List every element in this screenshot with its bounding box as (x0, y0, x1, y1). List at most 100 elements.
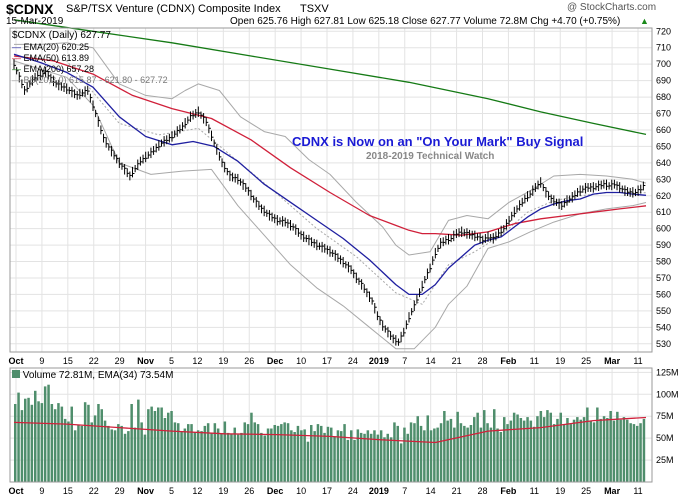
volume-bar (409, 422, 413, 482)
volume-bar (296, 425, 300, 482)
volume-bar (313, 431, 316, 482)
x-tick-label-volume: 19 (218, 486, 228, 496)
volume-tick-label: 50M (656, 433, 674, 443)
volume-bar (499, 432, 503, 482)
volume-bar (123, 433, 127, 482)
volume-bar (592, 422, 596, 482)
volume-bar (569, 424, 572, 482)
volume-bar (619, 419, 622, 482)
x-tick-label: 12 (192, 356, 202, 366)
volume-bar (323, 432, 326, 482)
volume-bar (389, 437, 393, 482)
volume-bar (330, 427, 333, 482)
x-tick-label: 10 (296, 356, 306, 366)
volume-bar (246, 424, 250, 482)
volume-bar (373, 430, 376, 482)
volume-bar (24, 398, 27, 482)
price-bars (13, 58, 646, 346)
volume-bar (226, 432, 230, 482)
axes: 530 540 550 560 570 580 590 600 610 620 630 640 650 6… (8, 26, 678, 496)
volume-bar (496, 428, 499, 482)
volume-bar (403, 427, 406, 482)
legend-bb: ― BB(20,2.0) 615.87 - 621.80 - 627.72 (12, 75, 168, 85)
volume-bar (466, 427, 469, 482)
price-tick-label: 700 (656, 59, 671, 69)
price-tick-label: 580 (656, 257, 671, 267)
volume-bar (283, 422, 286, 482)
volume-bar (350, 430, 353, 482)
volume-bar (150, 406, 153, 482)
volume-bar (586, 407, 589, 482)
volume-bar (406, 433, 409, 482)
volume-bar (250, 412, 253, 482)
volume-bar (43, 386, 47, 482)
volume-bar (512, 412, 516, 482)
ema-lines (13, 19, 647, 296)
volume-bar (589, 420, 592, 482)
volume-bar (626, 419, 629, 482)
x-tick-label-volume: Mar (604, 486, 621, 496)
x-tick-label: 7 (402, 356, 407, 366)
volume-bar (539, 411, 543, 482)
x-tick-label: 21 (452, 356, 462, 366)
price-tick-label: 550 (656, 306, 671, 316)
x-tick-label: 11 (530, 356, 539, 366)
volume-bar (616, 411, 619, 482)
volume-bar (80, 425, 83, 482)
volume-bar (556, 418, 559, 482)
volume-bar (147, 409, 150, 482)
volume-bar (97, 404, 100, 482)
volume-bar (117, 424, 120, 482)
volume-bar (632, 424, 636, 482)
volume-bar (359, 432, 363, 482)
volume-bar (90, 422, 93, 482)
volume-bar (230, 433, 233, 482)
volume-bar (639, 423, 642, 482)
volume-bar (369, 433, 373, 482)
price-tick-label: 660 (656, 125, 671, 135)
volume-bar (177, 423, 180, 482)
price-tick-label: 670 (656, 109, 671, 119)
volume-bar (446, 420, 449, 482)
volume-bar (290, 430, 293, 482)
volume-bar (596, 407, 599, 482)
x-tick-label: 24 (348, 356, 358, 366)
volume-bar (216, 428, 220, 482)
volume-bar (333, 436, 336, 482)
volume-bar (183, 428, 187, 482)
volume-bar (562, 425, 566, 482)
volume-bar (263, 435, 266, 482)
volume-bar (426, 415, 429, 482)
volume-bar (93, 415, 97, 482)
x-tick-label-volume: 17 (322, 486, 332, 496)
volume-bar (266, 428, 270, 482)
volume-bar (413, 423, 416, 482)
volume-bar (546, 410, 549, 482)
volume-tick-label: 75M (656, 411, 674, 421)
volume-bar (609, 411, 612, 482)
volume-bar (196, 430, 200, 482)
x-tick-label-volume: 2019 (369, 486, 389, 496)
volume-bar (636, 425, 639, 482)
volume-bar (27, 397, 30, 482)
x-tick-label: 29 (115, 356, 125, 366)
volume-bar (522, 420, 526, 482)
volume-bar (310, 425, 313, 482)
volume-bar (173, 422, 177, 482)
x-tick-label-volume: 12 (192, 486, 202, 496)
x-tick-label-volume: 11 (633, 486, 642, 496)
volume-bar (542, 417, 546, 482)
volume-bar (532, 426, 536, 482)
volume-ema34-line (13, 416, 647, 444)
volume-bar (213, 423, 217, 482)
volume-bar (67, 421, 70, 482)
volume-bar (316, 424, 320, 482)
volume-bar (456, 411, 459, 482)
up-arrow-icon: ▲ (640, 16, 649, 26)
bollinger-bands (13, 42, 647, 350)
x-tick-label-volume: 29 (115, 486, 125, 496)
x-tick-label: 11 (633, 356, 642, 366)
price-tick-label: 650 (656, 141, 671, 151)
bb-middle-line (13, 55, 647, 305)
volume-bar (549, 412, 552, 482)
